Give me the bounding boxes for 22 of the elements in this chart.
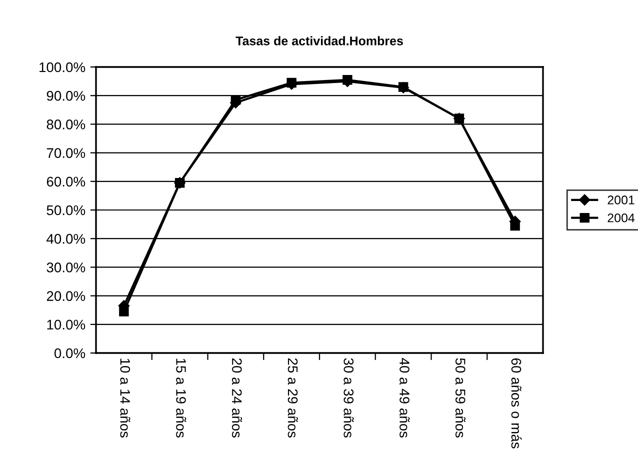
y-tick-label: 40.0% xyxy=(46,234,86,244)
y-tick-label: 70.0% xyxy=(46,148,86,158)
x-tick-label: 40 a 49 años xyxy=(400,358,410,438)
y-tick-label: 10.0% xyxy=(47,320,86,330)
chart-title: Tasas de actividad.Hombres xyxy=(236,36,403,46)
y-tick-label: 0.0% xyxy=(54,348,86,358)
x-tick-label: 25 a 29 años xyxy=(288,358,298,438)
y-tick-label: 60.0% xyxy=(46,176,86,187)
x-tick-label: 30 a 39 años xyxy=(344,358,354,438)
y-tick-label: 30.0% xyxy=(46,262,86,272)
y-tick-label: 50.0% xyxy=(46,205,86,216)
y-tick-label: 100.0% xyxy=(40,62,86,72)
x-tick-label: 50 a 59 años xyxy=(455,358,466,438)
x-tick-label: 60 años o más xyxy=(511,358,522,448)
x-tick-label: 20 a 24 años xyxy=(232,358,242,438)
y-tick-label: 20.0% xyxy=(46,291,86,301)
legend-label: 2001 xyxy=(608,196,634,204)
y-tick-label: 90.0% xyxy=(46,90,86,101)
x-tick-label: 10 a 14 años xyxy=(120,358,130,438)
legend-label: 2004 xyxy=(608,213,635,222)
y-tick-label: 80.0% xyxy=(46,120,86,130)
x-tick-label: 15 a 19 años xyxy=(176,358,186,438)
